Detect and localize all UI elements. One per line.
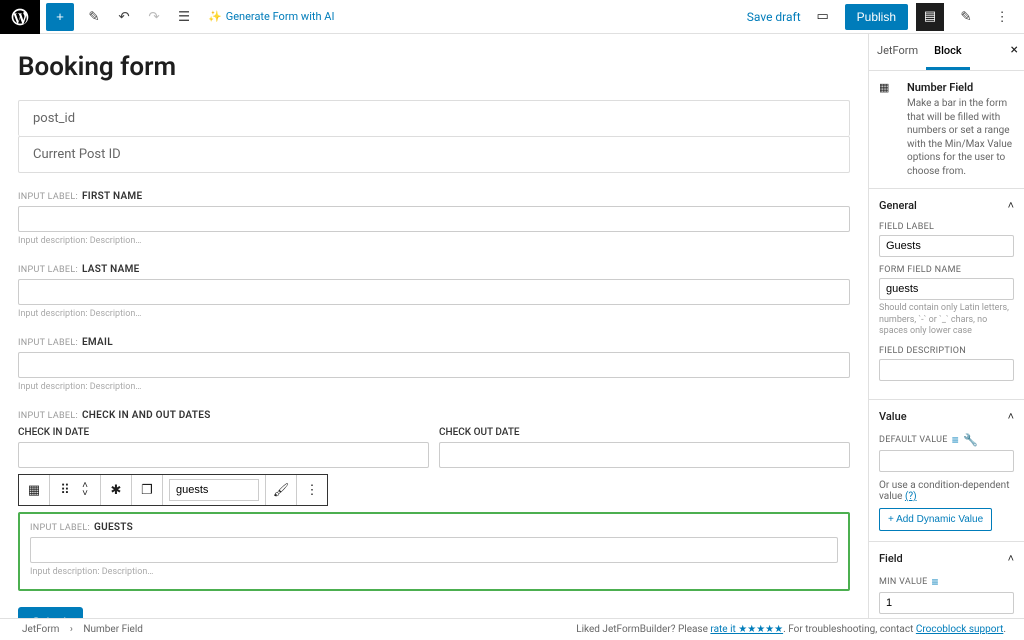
bt-block-icon[interactable]: ▦: [19, 475, 50, 505]
condition-help: Or use a condition-dependent value (?): [879, 480, 1014, 502]
settings-sidebar: JetForm Block × ▦ Number Field Make a ba…: [868, 34, 1024, 618]
min-value-lbl: MIN VALUE ≡: [879, 575, 1014, 589]
undo-icon[interactable]: ↶: [110, 3, 138, 31]
chevron-up-icon: ˄: [1008, 410, 1014, 423]
generate-ai-button[interactable]: ✨ Generate Form with AI: [208, 10, 334, 23]
crumb-numberfield[interactable]: Number Field: [83, 624, 143, 635]
last-name-input[interactable]: [18, 279, 850, 305]
block-info: ▦ Number Field Make a bar in the form th…: [869, 71, 1024, 189]
panel-field-header[interactable]: Field˄: [869, 542, 1024, 575]
submit-button[interactable]: Submit: [18, 607, 83, 618]
field-desc: Input description: Description…: [30, 567, 838, 577]
panel-value-header[interactable]: Value˄: [869, 400, 1024, 433]
checkin-input[interactable]: [18, 442, 429, 468]
bt-drag-move[interactable]: ⠿˄˅: [50, 475, 101, 505]
close-sidebar-icon[interactable]: ×: [1011, 42, 1018, 58]
chevron-up-icon: ˄: [1008, 552, 1014, 565]
block-name: Number Field: [907, 81, 1014, 94]
bt-copy-icon[interactable]: ❐: [132, 475, 163, 505]
name-help: Should contain only Latin letters, numbe…: [879, 303, 1014, 338]
field-label-row: INPUT LABEL:LAST NAME: [18, 264, 850, 275]
checkout-col: CHECK OUT DATE: [439, 427, 850, 468]
top-toolbar: + ✎ ↶ ↷ ☰ ✨ Generate Form with AI Save d…: [0, 0, 1024, 34]
block-desc: Make a bar in the form that will be fill…: [907, 97, 1014, 178]
sidebar-tabs: JetForm Block ×: [869, 34, 1024, 71]
hidden-field-currentpost[interactable]: Current Post ID: [18, 136, 850, 173]
selected-block-guests[interactable]: INPUT LABEL:GUESTS Input description: De…: [18, 512, 850, 591]
redo-icon[interactable]: ↷: [140, 3, 168, 31]
add-dynamic-value-button[interactable]: + Add Dynamic Value: [879, 508, 992, 531]
panel-general-header[interactable]: General˄: [869, 189, 1024, 222]
database-icon[interactable]: ≡: [952, 433, 959, 447]
form-field-name-input[interactable]: [879, 278, 1014, 300]
add-block-button[interactable]: +: [46, 3, 74, 31]
field-dates[interactable]: INPUT LABEL:CHECK IN AND OUT DATES CHECK…: [18, 410, 850, 468]
save-draft-button[interactable]: Save draft: [747, 10, 801, 24]
bt-asterisk-icon[interactable]: ✱: [101, 475, 132, 505]
toolbar-left: + ✎ ↶ ↷ ☰ ✨ Generate Form with AI: [0, 0, 334, 34]
field-label-row: INPUT LABEL:GUESTS: [30, 522, 838, 533]
bt-name-cell: [163, 475, 266, 505]
panel-field: Field˄ MIN VALUE ≡ MAX VALUE ≡ STEP ≡: [869, 542, 1024, 618]
field-desc: Input description: Description…: [18, 236, 850, 246]
main-layout: Booking form post_id Current Post ID INP…: [0, 34, 1024, 618]
tab-jetform[interactable]: JetForm: [869, 34, 926, 70]
checkin-label: CHECK IN DATE: [18, 427, 429, 438]
field-label-row: INPUT LABEL:CHECK IN AND OUT DATES: [18, 410, 850, 421]
wordpress-logo[interactable]: [0, 0, 40, 34]
wrench-icon[interactable]: 🔧: [963, 433, 978, 447]
ai-icon: ✨: [208, 10, 222, 23]
chevron-up-icon: ˄: [1008, 199, 1014, 212]
field-last-name[interactable]: INPUT LABEL:LAST NAME Input description:…: [18, 264, 850, 319]
default-value-lbl: DEFAULT VALUE ≡ 🔧: [879, 433, 1014, 447]
field-desc: Input description: Description…: [18, 382, 850, 392]
footer-bar: JetForm › Number Field Liked JetFormBuil…: [0, 618, 1024, 640]
toolbar-right: Save draft ▭ Publish ▤ ✎ ⋮: [747, 3, 1024, 31]
checkout-input[interactable]: [439, 442, 850, 468]
field-label-row: INPUT LABEL:FIRST NAME: [18, 191, 850, 202]
block-toolbar: ▦ ⠿˄˅ ✱ ❐ 🖌 ⋮: [18, 474, 328, 506]
rate-link[interactable]: rate it ★★★★★: [710, 624, 783, 635]
hidden-field-postid[interactable]: post_id: [18, 100, 850, 136]
field-label-input[interactable]: [879, 235, 1014, 257]
bt-more-icon[interactable]: ⋮: [297, 475, 327, 505]
checkin-col: CHECK IN DATE: [18, 427, 429, 468]
bt-name-input[interactable]: [169, 479, 259, 501]
publish-button[interactable]: Publish: [845, 4, 908, 30]
generate-ai-label: Generate Form with AI: [226, 10, 335, 23]
list-view-icon[interactable]: ☰: [170, 3, 198, 31]
field-label-lbl: FIELD LABEL: [879, 222, 1014, 232]
field-desc-input[interactable]: [879, 359, 1014, 381]
field-email[interactable]: INPUT LABEL:EMAIL Input description: Des…: [18, 337, 850, 392]
form-field-name-lbl: FORM FIELD NAME: [879, 265, 1014, 275]
crumb-jetform[interactable]: JetForm: [22, 624, 59, 635]
guests-input[interactable]: [30, 537, 838, 563]
pencil-icon[interactable]: ✎: [952, 3, 980, 31]
checkout-label: CHECK OUT DATE: [439, 427, 850, 438]
field-desc-lbl: FIELD DESCRIPTION: [879, 346, 1014, 356]
more-icon[interactable]: ⋮: [988, 3, 1016, 31]
settings-icon[interactable]: ▤: [916, 3, 944, 31]
tab-block[interactable]: Block: [926, 34, 969, 70]
page-title[interactable]: Booking form: [18, 52, 850, 82]
panel-general: General˄ FIELD LABEL FORM FIELD NAME Sho…: [869, 189, 1024, 400]
min-value-input[interactable]: [879, 592, 1014, 614]
field-first-name[interactable]: INPUT LABEL:FIRST NAME Input description…: [18, 191, 850, 246]
breadcrumb: JetForm › Number Field: [18, 624, 147, 635]
editor-canvas: Booking form post_id Current Post ID INP…: [0, 34, 868, 618]
condition-help-link[interactable]: (?): [905, 491, 917, 502]
first-name-input[interactable]: [18, 206, 850, 232]
default-value-input[interactable]: [879, 450, 1014, 472]
database-icon[interactable]: ≡: [932, 575, 939, 589]
support-link[interactable]: Crocoblock support: [916, 624, 1004, 635]
preview-icon[interactable]: ▭: [809, 3, 837, 31]
panel-value: Value˄ DEFAULT VALUE ≡ 🔧 Or use a condit…: [869, 400, 1024, 542]
edit-icon[interactable]: ✎: [80, 3, 108, 31]
number-field-icon: ▦: [879, 81, 899, 178]
field-desc: Input description: Description…: [18, 309, 850, 319]
field-label-row: INPUT LABEL:EMAIL: [18, 337, 850, 348]
email-input[interactable]: [18, 352, 850, 378]
bt-brush-icon[interactable]: 🖌: [266, 475, 297, 505]
footer-message: Liked JetFormBuilder? Please rate it ★★★…: [576, 624, 1006, 635]
